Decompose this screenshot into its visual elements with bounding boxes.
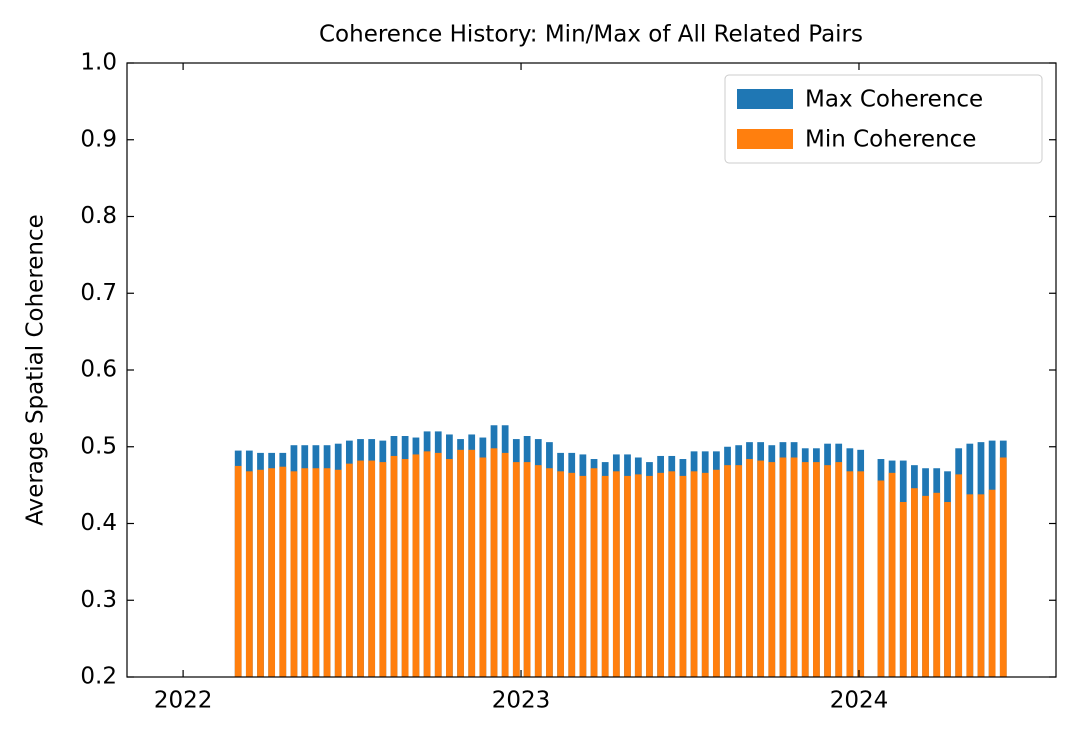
bar	[944, 502, 951, 677]
bar	[857, 471, 865, 677]
bar	[933, 492, 941, 677]
bar	[345, 463, 353, 677]
bar	[390, 455, 398, 677]
bar	[401, 459, 409, 677]
bar	[468, 449, 476, 677]
bar	[601, 475, 609, 677]
bar	[899, 502, 907, 677]
bar	[379, 462, 387, 677]
bar	[746, 459, 753, 677]
legend-box	[724, 74, 1043, 164]
bar	[911, 488, 918, 677]
y-tick-label: 0.9	[80, 126, 117, 152]
bar	[813, 462, 820, 677]
y-axis-label: Average Spatial Coherence	[23, 214, 49, 526]
bar	[668, 471, 676, 677]
bar	[357, 460, 364, 677]
bar	[290, 471, 298, 677]
bar	[735, 465, 743, 677]
bar	[768, 462, 776, 677]
bar	[877, 480, 885, 677]
legend-label: Min Coherence	[805, 127, 976, 153]
legend-label: Max Coherence	[805, 87, 983, 113]
bar	[801, 462, 809, 677]
bar	[835, 462, 843, 677]
x-tick-label: 2024	[830, 688, 889, 714]
bar	[590, 468, 598, 677]
y-tick-label: 0.5	[80, 433, 117, 459]
bar	[955, 474, 963, 677]
bar	[501, 452, 509, 677]
y-tick-label: 0.7	[80, 280, 117, 306]
bar	[846, 471, 854, 677]
bar	[301, 468, 309, 677]
bar	[888, 472, 896, 677]
bar	[534, 465, 542, 677]
y-tick-label: 1.0	[80, 50, 117, 76]
bar	[779, 457, 787, 677]
bar	[922, 495, 929, 677]
bar	[712, 469, 720, 677]
legend-swatch	[737, 129, 793, 149]
bar	[701, 472, 709, 677]
bar	[757, 460, 765, 677]
bar	[490, 448, 498, 677]
bar	[523, 462, 531, 677]
bar	[257, 469, 264, 677]
bar	[457, 449, 464, 677]
bar	[412, 454, 420, 677]
bar	[546, 468, 553, 677]
bar	[657, 472, 664, 677]
bar	[557, 471, 564, 677]
bar	[624, 475, 631, 677]
x-tick-label: 2023	[492, 688, 551, 714]
bar	[268, 468, 276, 677]
bar	[512, 462, 520, 677]
bar	[612, 471, 620, 677]
legend-swatch	[737, 89, 793, 109]
bar	[988, 489, 996, 677]
y-tick-label: 0.3	[80, 587, 117, 613]
bar	[724, 465, 731, 677]
bar	[279, 466, 287, 677]
bar	[579, 475, 587, 677]
bar	[568, 472, 576, 677]
x-tick-label: 2022	[154, 688, 213, 714]
y-tick-label: 0.2	[80, 664, 117, 690]
y-tick-label: 0.4	[80, 510, 117, 536]
bar	[790, 457, 798, 677]
bar	[234, 465, 242, 677]
y-tick-label: 0.8	[80, 203, 117, 229]
bar	[977, 494, 985, 677]
bar	[824, 465, 831, 677]
y-tick-label: 0.6	[80, 357, 117, 383]
bar	[690, 471, 698, 677]
bar	[334, 469, 342, 677]
bar	[679, 475, 687, 677]
bar	[323, 468, 331, 677]
bar	[479, 457, 487, 677]
bar	[245, 471, 253, 677]
bar	[312, 468, 320, 677]
bar	[423, 451, 431, 677]
bar	[434, 452, 442, 677]
bar	[999, 457, 1007, 677]
bar	[966, 494, 974, 677]
bar	[446, 459, 453, 677]
bar	[634, 474, 642, 677]
chart-title: Coherence History: Min/Max of All Relate…	[319, 22, 863, 48]
bar	[646, 475, 653, 677]
bar	[368, 460, 376, 677]
plot-frame	[126, 62, 1057, 678]
